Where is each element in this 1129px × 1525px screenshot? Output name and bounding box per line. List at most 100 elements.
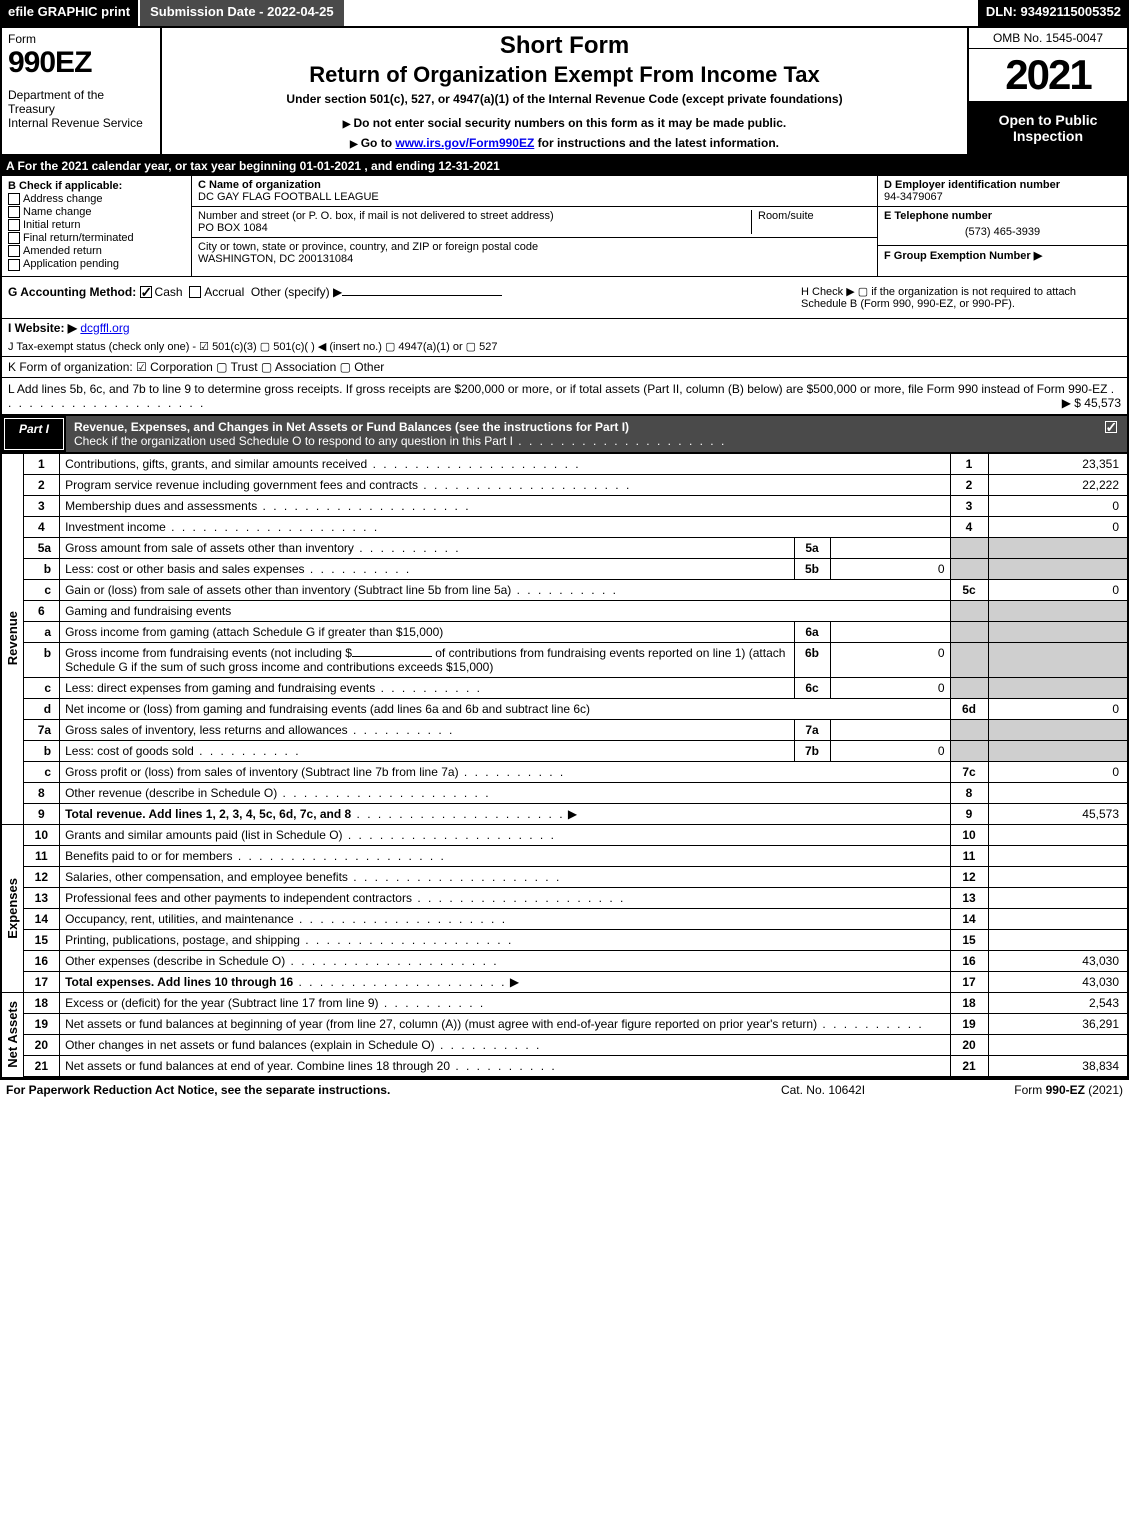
footer-left: For Paperwork Reduction Act Notice, see … [6, 1083, 723, 1097]
section-def: D Employer identification number 94-3479… [877, 176, 1127, 276]
chk-initial-return[interactable]: Initial return [8, 219, 185, 231]
chk-name-change[interactable]: Name change [8, 206, 185, 218]
g-accounting: G Accounting Method: Cash Accrual Other … [8, 285, 801, 310]
chk-cash[interactable] [140, 286, 152, 298]
line-13: 13Professional fees and other payments t… [24, 887, 1128, 908]
part1-title: Revenue, Expenses, and Changes in Net As… [66, 416, 1097, 452]
line-9: 9Total revenue. Add lines 1, 2, 3, 4, 5c… [24, 803, 1128, 824]
line-7c: cGross profit or (loss) from sales of in… [24, 761, 1128, 782]
street-label: Number and street (or P. O. box, if mail… [198, 210, 751, 222]
org-name-block: C Name of organization DC GAY FLAG FOOTB… [192, 176, 877, 207]
chk-accrual[interactable] [189, 286, 201, 298]
note-goto-pre: Go to [361, 136, 396, 150]
note-ssn-text: Do not enter social security numbers on … [353, 116, 786, 130]
line-11: 11Benefits paid to or for members11 [24, 845, 1128, 866]
header-center: Short Form Return of Organization Exempt… [162, 28, 967, 154]
ein-label: D Employer identification number [884, 179, 1121, 191]
line-17: 17Total expenses. Add lines 10 through 1… [24, 971, 1128, 992]
j-tax-exempt: J Tax-exempt status (check only one) - ☑… [0, 337, 1129, 357]
chk-application-pending[interactable]: Application pending [8, 258, 185, 270]
line-3: 3Membership dues and assessments30 [24, 495, 1128, 516]
g-cash: Cash [155, 285, 183, 299]
line-5c: cGain or (loss) from sale of assets othe… [24, 579, 1128, 600]
website-link[interactable]: dcgffl.org [80, 321, 129, 335]
line-21: 21Net assets or fund balances at end of … [24, 1055, 1128, 1077]
netassets-table: 18Excess or (deficit) for the year (Subt… [24, 993, 1129, 1078]
header-left: Form 990EZ Department of the Treasury In… [2, 28, 162, 154]
phone-value: (573) 465-3939 [884, 222, 1121, 242]
expenses-table: 10Grants and similar amounts paid (list … [24, 825, 1129, 993]
irs-link[interactable]: www.irs.gov/Form990EZ [395, 136, 534, 150]
dln-number: DLN: 93492115005352 [978, 0, 1129, 26]
footer-catno: Cat. No. 10642I [723, 1083, 923, 1097]
netassets-side-label: Net Assets [2, 993, 24, 1078]
g-accrual: Accrual [204, 285, 244, 299]
l-amount: ▶ $ 45,573 [1062, 396, 1121, 410]
line-6b: bGross income from fundraising events (n… [24, 642, 1128, 677]
short-form-title: Short Form [172, 32, 957, 60]
phone-label: E Telephone number [884, 210, 1121, 222]
line-6a: aGross income from gaming (attach Schedu… [24, 621, 1128, 642]
line-1: 1Contributions, gifts, grants, and simil… [24, 454, 1128, 475]
line-19: 19Net assets or fund balances at beginni… [24, 1013, 1128, 1034]
line-8: 8Other revenue (describe in Schedule O)8 [24, 782, 1128, 803]
note-goto: Go to www.irs.gov/Form990EZ for instruct… [172, 136, 957, 150]
line-5b: bLess: cost or other basis and sales exp… [24, 558, 1128, 579]
footer: For Paperwork Reduction Act Notice, see … [0, 1078, 1129, 1100]
omb-number: OMB No. 1545-0047 [969, 28, 1127, 49]
revenue-side-label: Revenue [2, 454, 24, 825]
part1-check[interactable] [1097, 416, 1127, 452]
chk-amended-return[interactable]: Amended return [8, 245, 185, 257]
group-exemption-label: F Group Exemption Number ▶ [884, 250, 1042, 262]
line-12: 12Salaries, other compensation, and empl… [24, 866, 1128, 887]
line-5a: 5aGross amount from sale of assets other… [24, 537, 1128, 558]
submission-date: Submission Date - 2022-04-25 [138, 0, 344, 26]
ein-block: D Employer identification number 94-3479… [878, 176, 1127, 207]
note-goto-post: for instructions and the latest informat… [534, 136, 779, 150]
line-6d: dNet income or (loss) from gaming and fu… [24, 698, 1128, 719]
row-a-tax-year: A For the 2021 calendar year, or tax yea… [0, 156, 1129, 176]
section-b: B Check if applicable: Address change Na… [2, 176, 192, 276]
line-20: 20Other changes in net assets or fund ba… [24, 1034, 1128, 1055]
k-form-org: K Form of organization: ☑ Corporation ▢ … [0, 357, 1129, 378]
h-check: H Check ▶ ▢ if the organization is not r… [801, 285, 1121, 310]
part1-title-text: Revenue, Expenses, and Changes in Net As… [74, 420, 629, 434]
return-title: Return of Organization Exempt From Incom… [172, 62, 957, 88]
tax-year: 2021 [969, 49, 1127, 101]
form-label: Form [8, 32, 154, 46]
line-15: 15Printing, publications, postage, and s… [24, 929, 1128, 950]
line-14: 14Occupancy, rent, utilities, and mainte… [24, 908, 1128, 929]
department-label: Department of the Treasury Internal Reve… [8, 88, 154, 130]
info-grid: B Check if applicable: Address change Na… [0, 176, 1129, 277]
part1-label: Part I [4, 418, 64, 450]
l-gross-receipts: L Add lines 5b, 6c, and 7b to line 9 to … [0, 378, 1129, 414]
section-b-title: B Check if applicable: [8, 180, 185, 192]
section-c: C Name of organization DC GAY FLAG FOOTB… [192, 176, 877, 276]
open-inspection: Open to Public Inspection [969, 101, 1127, 154]
subtitle: Under section 501(c), 527, or 4947(a)(1)… [172, 92, 957, 106]
line-2: 2Program service revenue including gover… [24, 474, 1128, 495]
phone-block: E Telephone number (573) 465-3939 [878, 207, 1127, 246]
website-label: I Website: ▶ [8, 321, 77, 335]
l-text: L Add lines 5b, 6c, and 7b to line 9 to … [8, 382, 1107, 396]
org-name-label: C Name of organization [198, 179, 871, 191]
note-ssn: Do not enter social security numbers on … [172, 116, 957, 130]
chk-final-return[interactable]: Final return/terminated [8, 232, 185, 244]
line-10: 10Grants and similar amounts paid (list … [24, 825, 1128, 846]
expenses-side-label: Expenses [2, 825, 24, 993]
website-row: I Website: ▶ dcgffl.org [0, 319, 1129, 337]
part1-header: Part I Revenue, Expenses, and Changes in… [0, 414, 1129, 454]
group-exemption: F Group Exemption Number ▶ [878, 246, 1127, 265]
line-4: 4Investment income40 [24, 516, 1128, 537]
chk-address-change[interactable]: Address change [8, 193, 185, 205]
org-name: DC GAY FLAG FOOTBALL LEAGUE [198, 191, 871, 203]
part1-subtitle: Check if the organization used Schedule … [74, 434, 513, 448]
revenue-table: 1Contributions, gifts, grants, and simil… [24, 454, 1129, 825]
city-block: City or town, state or province, country… [192, 238, 877, 268]
revenue-section: Revenue 1Contributions, gifts, grants, a… [0, 454, 1129, 825]
line-16: 16Other expenses (describe in Schedule O… [24, 950, 1128, 971]
g-other: Other (specify) ▶ [251, 285, 342, 299]
line-18: 18Excess or (deficit) for the year (Subt… [24, 993, 1128, 1014]
line-6: 6Gaming and fundraising events [24, 600, 1128, 621]
city-value: WASHINGTON, DC 200131084 [198, 253, 871, 265]
